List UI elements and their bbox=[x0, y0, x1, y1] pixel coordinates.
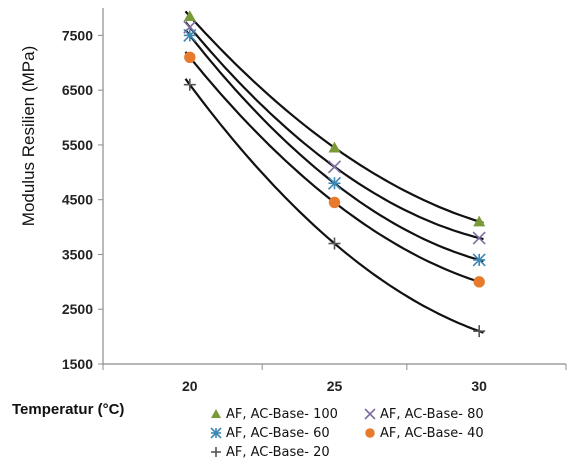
data-point-plus bbox=[328, 237, 341, 250]
y-axis-label: Modulus Resilien (MPa) bbox=[19, 46, 38, 226]
legend-label: AF, AC-Base- 100 bbox=[226, 407, 338, 422]
data-point-triangle bbox=[473, 215, 486, 227]
data-markers bbox=[183, 10, 486, 338]
data-point-circle bbox=[473, 276, 485, 288]
legend-label: AF, AC-Base- 80 bbox=[380, 407, 484, 422]
data-point-circle bbox=[328, 196, 341, 209]
data-point-triangle bbox=[211, 409, 221, 418]
data-point-plus bbox=[211, 447, 221, 457]
marker-stroke bbox=[472, 231, 486, 245]
data-point-star bbox=[327, 176, 342, 190]
data-point-plus bbox=[183, 78, 196, 91]
x-tick-label: 20 bbox=[182, 378, 198, 394]
legend: AF, AC-Base- 100 AF, AC-Base- 80 AF, AC-Ba… bbox=[210, 407, 484, 460]
legend-label: AF, AC-Base- 20 bbox=[226, 445, 330, 460]
data-point-x bbox=[364, 408, 376, 420]
data-point-triangle bbox=[183, 10, 196, 22]
y-tick-label: 1500 bbox=[62, 356, 93, 372]
y-tick-label: 5500 bbox=[62, 137, 93, 153]
axes bbox=[98, 8, 567, 370]
y-tick-label: 4500 bbox=[62, 192, 93, 208]
data-point-x bbox=[472, 231, 486, 245]
data-point-plus bbox=[473, 325, 486, 338]
y-tick-label: 7500 bbox=[62, 27, 93, 43]
x-axis-label: Temperatur (°C) bbox=[12, 401, 124, 418]
y-tick-label: 6500 bbox=[62, 82, 93, 98]
y-tick-label: 2500 bbox=[62, 301, 93, 317]
legend-label: AF, AC-Base- 40 bbox=[380, 426, 484, 441]
data-point-star bbox=[472, 253, 486, 267]
x-tick-label: 25 bbox=[327, 378, 343, 394]
data-point-x bbox=[327, 160, 342, 174]
x-tick-label: 30 bbox=[471, 378, 487, 394]
x-tick-labels: 20 25 30 bbox=[182, 378, 487, 394]
y-tick-labels: 1500 2500 3500 4500 5500 6500 7500 bbox=[62, 27, 93, 372]
data-point-star bbox=[183, 28, 197, 42]
marker-stroke bbox=[327, 160, 342, 174]
legend-label: AF, AC-Base- 60 bbox=[226, 426, 330, 441]
marker-stroke bbox=[364, 408, 376, 420]
data-point-star bbox=[210, 427, 222, 439]
data-point-circle bbox=[184, 51, 196, 63]
data-point-circle bbox=[365, 428, 375, 438]
y-tick-label: 3500 bbox=[62, 246, 93, 262]
data-point-triangle bbox=[328, 141, 341, 153]
